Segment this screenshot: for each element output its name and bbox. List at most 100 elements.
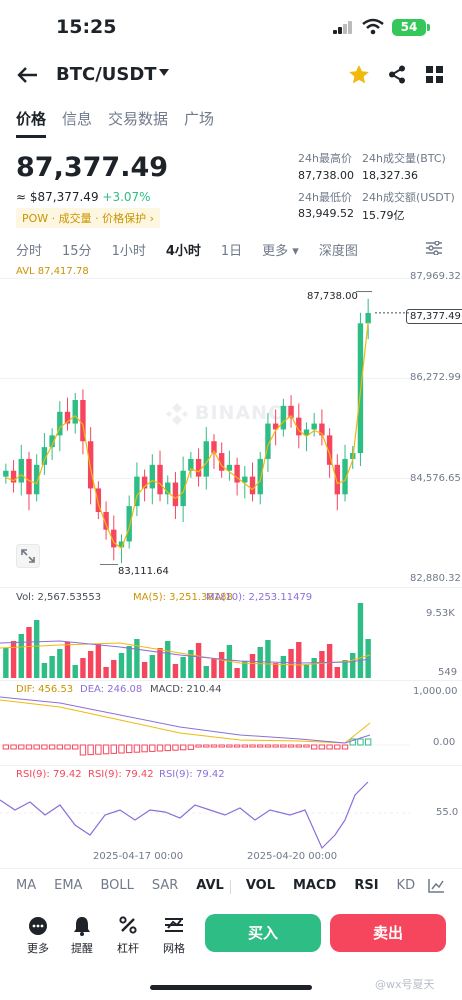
credit-watermark: @wx号夏天 xyxy=(375,978,435,991)
ind-tab-macd[interactable]: MACD xyxy=(292,878,337,893)
macd-bar xyxy=(41,744,48,750)
volume-bar xyxy=(134,639,140,678)
nav-more-label[interactable]: 更多 xyxy=(27,942,49,955)
volume-bar xyxy=(203,666,209,678)
interval-more[interactable]: 更多 ▾ xyxy=(262,244,299,259)
volume-bar xyxy=(111,660,117,678)
y-tick-2: 86,272.99 xyxy=(410,372,461,383)
favorite-star-icon[interactable] xyxy=(349,65,369,84)
ind-tab-kd[interactable]: KD xyxy=(396,878,416,893)
rsi-line xyxy=(0,781,369,850)
volume-bar xyxy=(211,659,217,678)
volume-bar xyxy=(188,650,194,678)
ind-tab-sar[interactable]: SAR xyxy=(151,878,179,893)
volume-bar xyxy=(49,656,55,678)
candle-body xyxy=(41,447,48,465)
volume-bar xyxy=(180,657,186,678)
volume-bar xyxy=(57,649,63,678)
volume-bar xyxy=(157,648,163,678)
volume-bar xyxy=(249,654,256,678)
volume-bar xyxy=(303,665,310,678)
bell-icon[interactable] xyxy=(73,916,91,936)
ind-tab-boll[interactable]: BOLL xyxy=(100,878,134,893)
macd-value: MACD: 210.44 xyxy=(150,684,222,695)
interval-1d[interactable]: 1日 xyxy=(220,244,243,259)
leverage-icon[interactable] xyxy=(119,916,137,934)
interval-15m[interactable]: 15分 xyxy=(62,244,92,259)
macd-bar xyxy=(179,744,187,751)
tab-price[interactable]: 价格 xyxy=(16,108,47,138)
volume-bar xyxy=(172,664,179,678)
interval-time[interactable]: 分时 xyxy=(16,244,43,259)
ind-tab-ema[interactable]: EMA xyxy=(54,878,83,893)
volume-bar xyxy=(95,644,102,678)
grid-layout-icon[interactable] xyxy=(426,66,443,83)
ind-tab-rsi[interactable]: RSI xyxy=(354,878,379,893)
x-date-1: 2025-04-17 00:00 xyxy=(93,851,184,862)
interval-bar: 分时 15分 1小时 4小时 1日 更多 ▾ 深度图 xyxy=(16,240,378,259)
divider-macd xyxy=(0,680,462,681)
pair-title[interactable]: BTC/USDT xyxy=(56,64,157,85)
ind-tab-vol[interactable]: VOL xyxy=(245,878,275,893)
interval-1h[interactable]: 1小时 xyxy=(111,244,146,259)
sell-button[interactable]: 卖出 xyxy=(330,914,446,952)
volume-bar xyxy=(33,620,40,678)
tab-trading-data[interactable]: 交易数据 xyxy=(108,110,169,128)
macd-bar xyxy=(72,744,79,750)
volume-bar xyxy=(87,651,94,678)
ind-tab-avl[interactable]: AVL xyxy=(196,878,224,893)
chart-settings-icon[interactable] xyxy=(426,241,442,255)
buy-button[interactable]: 买入 xyxy=(205,914,321,952)
volume-bar xyxy=(334,667,341,678)
volume-bar xyxy=(365,639,371,678)
volume-bar xyxy=(234,668,240,678)
macd-dea-line xyxy=(0,696,371,744)
macd-bar xyxy=(210,744,218,748)
candle-body xyxy=(103,511,109,530)
battery-tip xyxy=(427,24,430,31)
interval-4h[interactable]: 4小时 xyxy=(165,244,201,259)
volume-bar xyxy=(149,655,156,678)
tab-info[interactable]: 信息 xyxy=(62,110,93,128)
candle-body xyxy=(188,458,194,471)
ind-tab-ma[interactable]: MA xyxy=(16,878,37,893)
candle-body xyxy=(288,405,294,418)
nav-leverage-label[interactable]: 杠杆 xyxy=(117,942,139,955)
candle-body xyxy=(149,464,156,489)
volume-bar xyxy=(118,653,125,678)
nav-grid-label[interactable]: 网格 xyxy=(163,942,185,955)
tab-square[interactable]: 广场 xyxy=(184,110,215,128)
fullscreen-icon[interactable] xyxy=(16,544,40,568)
tag-bar[interactable]: POW · 成交量 · 价格保护 › xyxy=(16,208,161,228)
battery-indicator: 54 xyxy=(392,19,426,36)
candle-body xyxy=(80,399,86,442)
volume-bar xyxy=(41,663,48,678)
candle-body xyxy=(218,453,225,471)
volume-bar xyxy=(126,646,132,678)
macd-bar xyxy=(364,738,372,746)
low-marker: 83,111.64 xyxy=(118,566,169,577)
interval-depth[interactable]: 深度图 xyxy=(318,244,358,259)
macd-dea: DEA: 246.08 xyxy=(80,684,143,695)
candle-body xyxy=(326,435,333,465)
rsi-label-1: RSI(9): 79.42 xyxy=(16,769,82,780)
nav-alert-label[interactable]: 提醒 xyxy=(71,942,93,955)
share-icon[interactable] xyxy=(388,65,406,84)
macd-bar xyxy=(272,744,279,748)
volume-bar xyxy=(195,643,202,678)
macd-bar xyxy=(164,744,171,752)
candle-body xyxy=(211,441,217,454)
macd-bar xyxy=(341,744,349,750)
candlestick-chart[interactable] xyxy=(0,278,410,578)
more-icon[interactable] xyxy=(28,916,48,936)
chevron-down-icon[interactable] xyxy=(159,69,169,77)
indicator-settings-icon[interactable] xyxy=(428,879,444,893)
macd-bar xyxy=(326,744,333,750)
candle-body xyxy=(195,458,202,477)
macd-bar xyxy=(310,744,318,750)
grid-bot-icon[interactable] xyxy=(164,916,184,934)
back-arrow-icon[interactable] xyxy=(16,66,38,84)
volume-bar xyxy=(257,647,263,678)
vol-ma10: MA(10): 2,253.11479 xyxy=(206,592,313,603)
vol-ma5: MA(5): 3,251.38188 xyxy=(133,592,233,603)
